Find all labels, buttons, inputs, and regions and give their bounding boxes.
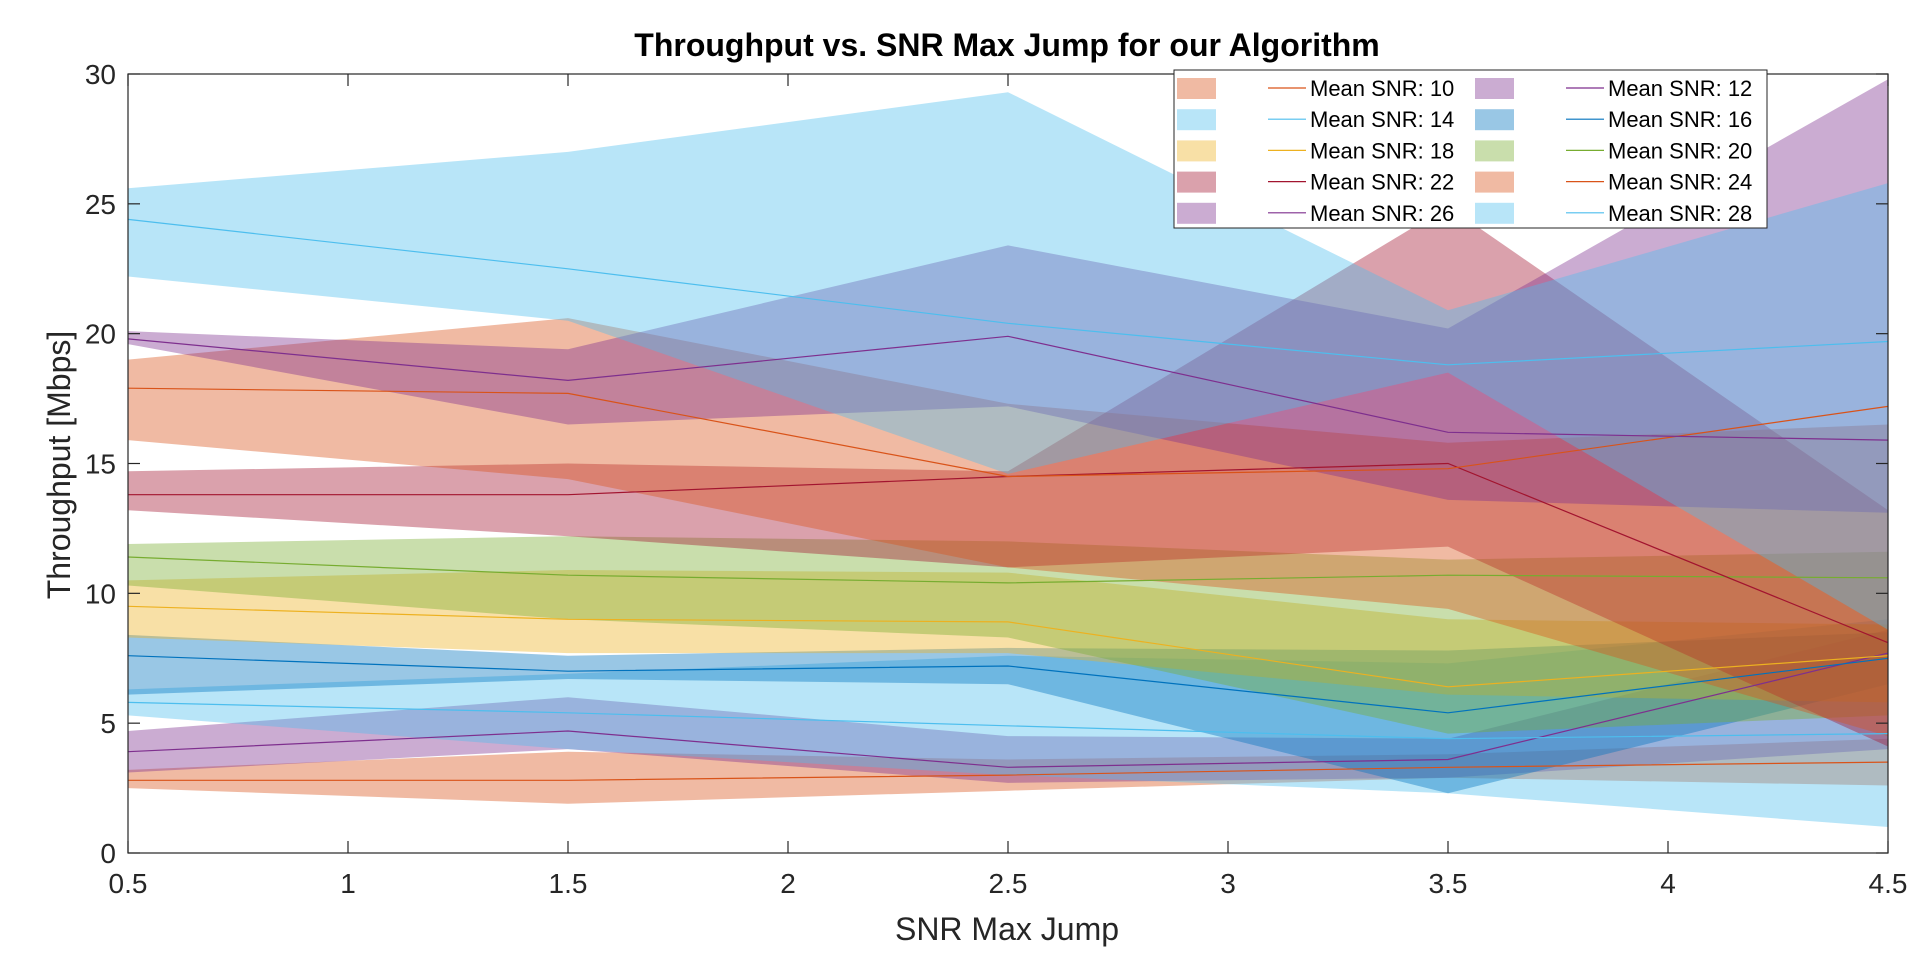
x-tick-label: 1.5: [549, 868, 588, 899]
legend-entry-label: Mean SNR: 12: [1608, 76, 1752, 101]
legend-band-swatch: [1177, 202, 1216, 224]
x-tick-label: 1: [340, 868, 356, 899]
legend-band-swatch: [1475, 140, 1514, 162]
legend-band-swatch: [1475, 202, 1514, 224]
chart-title: Throughput vs. SNR Max Jump for our Algo…: [634, 27, 1379, 63]
legend-entry-label: Mean SNR: 28: [1608, 201, 1752, 226]
x-tick-label: 3: [1220, 868, 1236, 899]
axes: 0.5 1 1.5 2 2.5 3 3.5 4 4.5 0 5 10 15 20 25 30: [85, 59, 1908, 899]
band-mean-snr-18: [128, 570, 1888, 703]
legend-entry-label: Mean SNR: 14: [1310, 107, 1454, 132]
legend-band-swatch: [1177, 140, 1216, 162]
y-tick-label: 20: [85, 319, 116, 350]
x-tick-label: 0.5: [109, 868, 148, 899]
x-axis-title: SNR Max Jump: [895, 911, 1119, 947]
legend-band-swatch: [1177, 78, 1216, 99]
band-mean-snr-20: [128, 536, 1888, 734]
legend-entry-label: Mean SNR: 20: [1608, 138, 1752, 163]
y-tick-label: 30: [85, 59, 116, 90]
x-tick-label: 2: [780, 868, 796, 899]
y-axis-title: Throughput [Mbps]: [41, 331, 77, 600]
band-mean-snr-12: [128, 629, 1888, 783]
legend-entry-label: Mean SNR: 26: [1310, 201, 1454, 226]
y-tick-label: 5: [100, 708, 116, 739]
legend-entry-label: Mean SNR: 10: [1310, 76, 1454, 101]
legend-entry-label: Mean SNR: 22: [1310, 170, 1454, 195]
legend: Mean SNR: 10 Mean SNR: 12 Mean SNR: 14 Mean…: [1173, 69, 1768, 229]
y-tick-label: 0: [100, 838, 116, 869]
band-mean-snr-14: [128, 619, 1888, 827]
x-tick-label: 4.5: [1869, 868, 1908, 899]
band-mean-snr-10: [128, 738, 1888, 804]
legend-band-swatch: [1177, 109, 1216, 131]
band-mean-snr-26: [128, 79, 1888, 513]
confidence-bands: [128, 79, 1888, 827]
legend-entry-label: Mean SNR: 18: [1310, 138, 1454, 163]
y-tick-label: 15: [85, 449, 116, 480]
band-mean-snr-28: [128, 92, 1888, 630]
legend-band-swatch: [1177, 171, 1216, 193]
band-mean-snr-16: [128, 632, 1888, 794]
legend-entry-label: Mean SNR: 16: [1608, 107, 1752, 132]
y-tick-label: 10: [85, 578, 116, 609]
band-mean-snr-24: [128, 318, 1888, 737]
legend-band-swatch: [1475, 109, 1514, 131]
x-tick-label: 3.5: [1429, 868, 1468, 899]
legend-entry-label: Mean SNR: 24: [1608, 170, 1752, 195]
y-tick-label: 25: [85, 189, 116, 220]
mean-lines: [127, 218, 1889, 781]
legend-band-swatch: [1475, 78, 1514, 99]
x-tick-label: 4: [1660, 868, 1676, 899]
legend-band-swatch: [1475, 171, 1514, 193]
legend-box: [1173, 69, 1768, 229]
x-tick-label: 2.5: [989, 868, 1028, 899]
